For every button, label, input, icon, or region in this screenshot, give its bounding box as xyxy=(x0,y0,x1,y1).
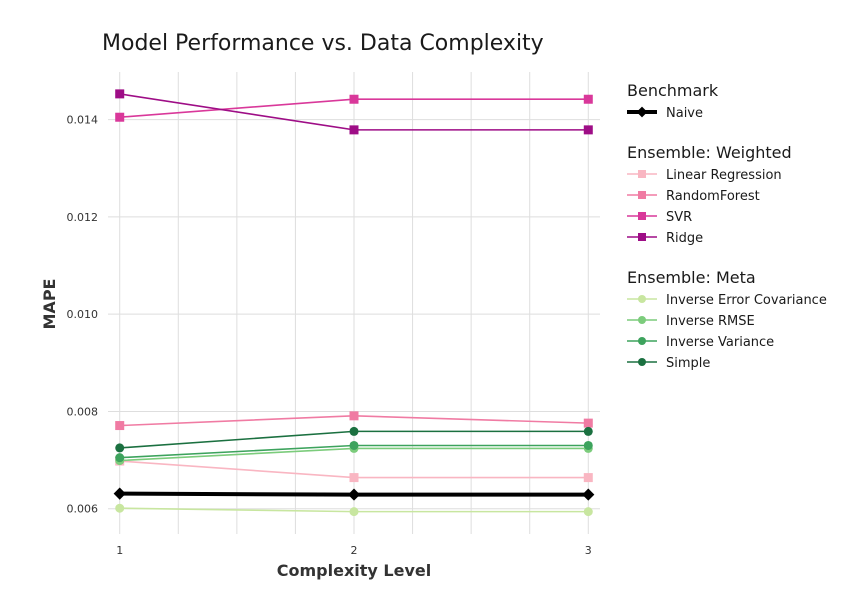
legend-group-title: Ensemble: Meta xyxy=(627,268,756,287)
legend-swatch-marker xyxy=(638,170,646,178)
legend-label: SVR xyxy=(666,210,692,225)
legend-label: RandomForest xyxy=(666,189,760,204)
legend-swatch-marker xyxy=(638,191,646,199)
series-layer xyxy=(113,89,595,517)
ticks: 0.006 0.008 0.010 0.012 0.014 1 2 3 xyxy=(67,114,592,557)
grid xyxy=(108,72,600,534)
data-point xyxy=(349,411,359,421)
chart-title: Model Performance vs. Data Complexity xyxy=(102,31,544,56)
legend-label: Inverse RMSE xyxy=(666,314,755,329)
legend-swatch-marker xyxy=(638,212,646,220)
data-point xyxy=(115,112,125,122)
data-point xyxy=(347,488,361,501)
legend-item: Linear Regression xyxy=(627,168,782,183)
y-tick-label: 0.010 xyxy=(67,308,99,321)
series-naive xyxy=(113,487,595,501)
legend-item: RandomForest xyxy=(627,189,760,204)
legend-group-title: Benchmark xyxy=(627,81,719,100)
legend-swatch-marker xyxy=(638,316,646,324)
legend-label: Naive xyxy=(666,106,703,121)
data-point xyxy=(349,473,359,483)
data-point xyxy=(583,94,593,104)
data-point xyxy=(115,453,125,463)
data-point xyxy=(582,488,595,501)
y-tick-label: 0.008 xyxy=(67,405,99,418)
data-point xyxy=(583,440,593,450)
legend-item: Naive xyxy=(627,106,703,121)
legend-item: SVR xyxy=(627,210,692,225)
data-point xyxy=(583,473,593,483)
legend-swatch-marker xyxy=(638,358,646,366)
data-point xyxy=(115,89,125,99)
legend-label: Inverse Error Covariance xyxy=(666,293,827,308)
data-point xyxy=(115,443,125,453)
legend-item: Inverse Variance xyxy=(627,335,774,350)
x-tick-label: 2 xyxy=(351,544,358,557)
y-tick-label: 0.006 xyxy=(67,503,99,516)
legend-item: Inverse RMSE xyxy=(627,314,755,329)
legend-item: Simple xyxy=(627,356,710,371)
data-point xyxy=(349,94,359,104)
legend-swatch-marker xyxy=(636,106,648,118)
y-axis-label: MAPE xyxy=(40,279,59,330)
series-svr xyxy=(115,94,593,122)
legend: Benchmark Naive Ensemble: Weighted Linear R… xyxy=(627,81,827,371)
y-tick-label: 0.012 xyxy=(67,211,99,224)
data-point xyxy=(583,125,593,135)
legend-swatch-marker xyxy=(638,337,646,345)
data-point xyxy=(115,503,125,513)
x-tick-label: 1 xyxy=(116,544,123,557)
data-point xyxy=(583,507,593,517)
y-tick-label: 0.014 xyxy=(67,114,99,127)
x-tick-label: 3 xyxy=(585,544,592,557)
legend-item: Ridge xyxy=(627,231,703,246)
data-point xyxy=(113,487,126,500)
data-point xyxy=(349,426,359,436)
data-point xyxy=(349,440,359,450)
series-inverse-variance xyxy=(115,440,593,463)
legend-label: Linear Regression xyxy=(666,168,782,183)
data-point xyxy=(583,426,593,436)
series-ridge xyxy=(115,89,593,135)
data-point xyxy=(349,507,359,517)
series-inverse-error-covariance xyxy=(115,503,593,517)
legend-group-title: Ensemble: Weighted xyxy=(627,143,792,162)
data-point xyxy=(583,418,593,428)
x-axis-label: Complexity Level xyxy=(277,561,431,580)
data-point xyxy=(115,421,125,431)
data-point xyxy=(349,125,359,135)
legend-label: Inverse Variance xyxy=(666,335,774,350)
legend-swatch-marker xyxy=(638,233,646,241)
legend-label: Simple xyxy=(666,356,710,371)
series-simple xyxy=(115,426,593,453)
legend-label: Ridge xyxy=(666,231,703,246)
legend-swatch-marker xyxy=(638,295,646,303)
legend-item: Inverse Error Covariance xyxy=(627,293,827,308)
series-randomforest xyxy=(115,411,593,431)
